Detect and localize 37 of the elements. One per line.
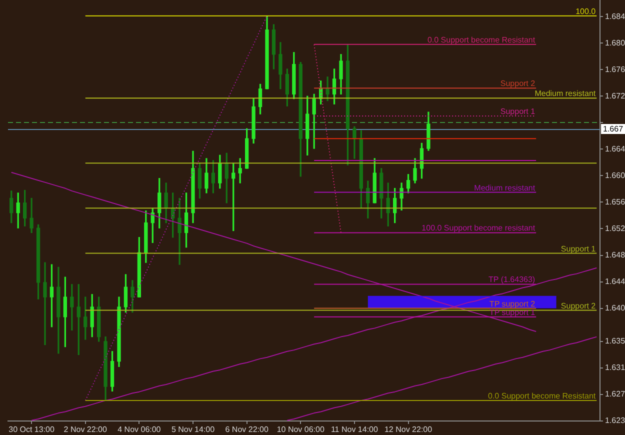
x-tick-label: 10 Nov 06:00 bbox=[276, 425, 325, 434]
y-tick-label: 1.652 bbox=[605, 224, 625, 233]
series-label: Medium resistant bbox=[534, 89, 596, 98]
y-tick-label: 1.680 bbox=[605, 38, 625, 48]
series-label: TP support 1 bbox=[489, 308, 536, 317]
series-label: TP (1.64363) bbox=[488, 275, 536, 284]
series-label: Support 2 bbox=[500, 79, 536, 88]
series-label: 0.0 Support become Resistant bbox=[427, 35, 536, 44]
x-tick-label: 5 Nov 14:00 bbox=[171, 425, 216, 434]
y-tick-label: 1.672 bbox=[605, 91, 625, 100]
y-tick-label: 1.648 bbox=[605, 250, 625, 260]
series-label: TP support 2 bbox=[489, 299, 536, 308]
y-tick-label: 1.640 bbox=[605, 303, 625, 312]
series-label: 0.0 Support become Resistant bbox=[488, 391, 596, 400]
x-tick-label: 6 Nov 22:00 bbox=[225, 425, 269, 434]
y-tick-label: 1.676 bbox=[605, 64, 625, 74]
y-tick-label: 1.684 bbox=[605, 12, 625, 21]
y-tick-label: 1.635 bbox=[605, 336, 625, 346]
series-label: Support 1 bbox=[560, 244, 596, 254]
y-tick-label: 1.660 bbox=[605, 170, 625, 180]
series-label: Support 1 bbox=[500, 107, 536, 116]
y-tick-label: 1.627 bbox=[605, 390, 625, 399]
y-tick-label: 1.644 bbox=[605, 276, 625, 286]
y-tick-label: 1.656 bbox=[605, 197, 625, 206]
y-tick-label: 1.631 bbox=[605, 363, 625, 372]
series-label: Medium resistant bbox=[474, 183, 536, 192]
x-tick-label: 4 Nov 06:00 bbox=[118, 425, 162, 434]
series-label: 100.0 bbox=[576, 6, 596, 16]
series-label: 100.0 Support become resistant bbox=[422, 224, 536, 233]
series-label: Support 2 bbox=[560, 301, 596, 310]
ref-line-label: 1.667 bbox=[603, 124, 624, 134]
x-tick-label: 11 Nov 14:00 bbox=[330, 425, 378, 434]
y-tick-label: 1.664 bbox=[605, 144, 625, 154]
y-tick-label: 1.623 bbox=[605, 416, 625, 426]
x-tick-label: 2 Nov 22:00 bbox=[64, 425, 108, 434]
x-tick-label: 12 Nov 22:00 bbox=[384, 425, 433, 434]
x-tick-label: 30 Oct 13:00 bbox=[8, 425, 55, 434]
